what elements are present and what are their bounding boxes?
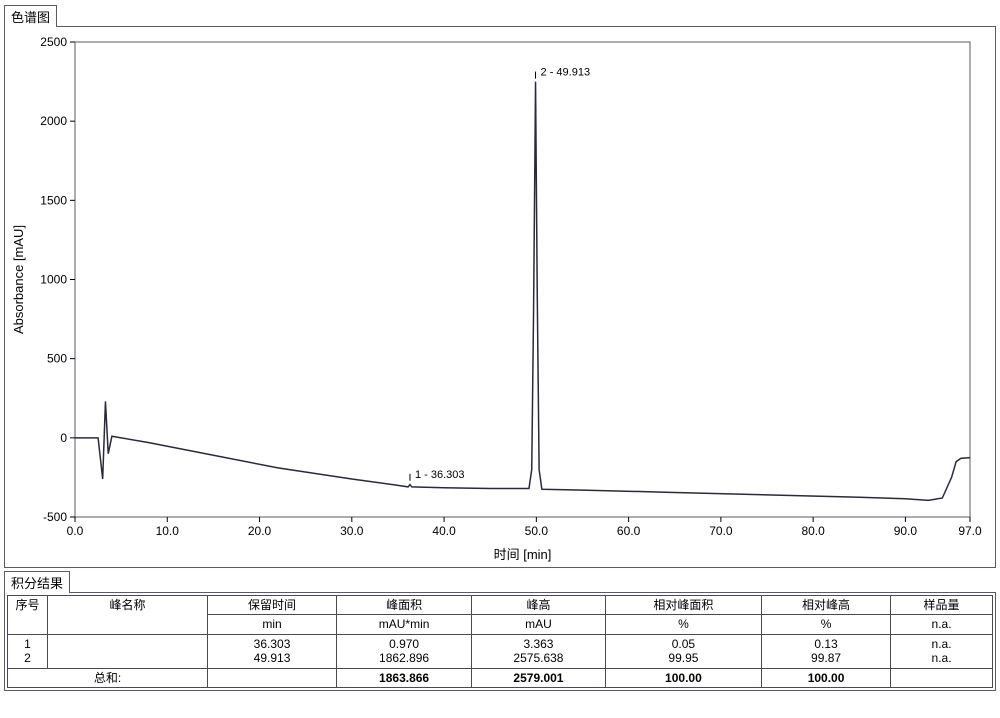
- table-cell: 0.1399.87: [762, 634, 891, 668]
- svg-text:1500: 1500: [40, 193, 67, 207]
- svg-text:-500: -500: [43, 510, 67, 524]
- col-height-label: 峰高: [472, 596, 606, 615]
- svg-text:2500: 2500: [40, 35, 67, 49]
- table-cell: 100.00: [605, 668, 761, 687]
- svg-text:2000: 2000: [40, 114, 67, 128]
- svg-text:60.0: 60.0: [617, 524, 641, 538]
- col-no: 序号: [8, 596, 48, 635]
- table-cell: 3.3632575.638: [472, 634, 606, 668]
- svg-text:20.0: 20.0: [248, 524, 272, 538]
- svg-text:1 - 36.303: 1 - 36.303: [415, 469, 465, 481]
- integration-panel-title: 积分结果: [4, 571, 70, 593]
- table-cell: 0.0599.95: [605, 634, 761, 668]
- col-sample-unit: n.a.: [891, 615, 993, 634]
- svg-text:10.0: 10.0: [156, 524, 180, 538]
- table-cell: 1863.866: [337, 668, 472, 687]
- svg-text:80.0: 80.0: [801, 524, 825, 538]
- col-area-unit: mAU*min: [337, 615, 472, 634]
- table-cell: 2579.001: [472, 668, 606, 687]
- table-cell: [48, 634, 208, 668]
- svg-text:2 - 49.913: 2 - 49.913: [541, 67, 591, 79]
- svg-text:0: 0: [60, 431, 67, 445]
- svg-text:40.0: 40.0: [432, 524, 456, 538]
- col-relheight-unit: %: [762, 615, 891, 634]
- svg-text:时间 [min]: 时间 [min]: [494, 547, 552, 562]
- chromatogram-chart: -500 0 500 1000 1500 2000 2500 0.0 10.0 20.0 30.0 4…: [5, 27, 995, 567]
- col-relarea-label: 相对峰面积: [605, 596, 761, 615]
- integration-table: 序号 峰名称 保留时间 峰面积 峰高 相对峰面积 相对峰高 样品量 min mA…: [7, 595, 993, 688]
- chromatogram-panel: 色谱图 -500 0 500 1000 1500 2000 2500 0.0 10.0 20.0 3…: [4, 4, 996, 568]
- table-cell: [891, 668, 993, 687]
- integration-panel: 积分结果 序号 峰名称 保留时间 峰面积 峰高 相对峰面积 相对峰高 样品量 m…: [4, 570, 996, 691]
- col-area-label: 峰面积: [337, 596, 472, 615]
- col-relheight-label: 相对峰高: [762, 596, 891, 615]
- col-relarea-unit: %: [605, 615, 761, 634]
- svg-text:70.0: 70.0: [709, 524, 733, 538]
- svg-text:50.0: 50.0: [525, 524, 549, 538]
- table-cell: 12: [8, 634, 48, 668]
- col-height-unit: mAU: [472, 615, 606, 634]
- svg-text:0.0: 0.0: [67, 524, 84, 538]
- svg-text:Absorbance [mAU]: Absorbance [mAU]: [11, 225, 26, 334]
- table-cell: 36.30349.913: [208, 634, 337, 668]
- svg-text:90.0: 90.0: [894, 524, 918, 538]
- col-rt-label: 保留时间: [208, 596, 337, 615]
- table-cell: [208, 668, 337, 687]
- table-cell: n.a.n.a.: [891, 634, 993, 668]
- table-cell: 100.00: [762, 668, 891, 687]
- chromatogram-panel-title: 色谱图: [4, 5, 57, 27]
- svg-text:1000: 1000: [40, 273, 67, 287]
- svg-text:30.0: 30.0: [340, 524, 364, 538]
- col-sample-label: 样品量: [891, 596, 993, 615]
- svg-text:97.0: 97.0: [958, 524, 982, 538]
- table-cell: 0.9701862.896: [337, 634, 472, 668]
- col-rt-unit: min: [208, 615, 337, 634]
- table-cell: 总和:: [8, 668, 208, 687]
- col-peakname: 峰名称: [48, 596, 208, 635]
- svg-text:500: 500: [47, 352, 67, 366]
